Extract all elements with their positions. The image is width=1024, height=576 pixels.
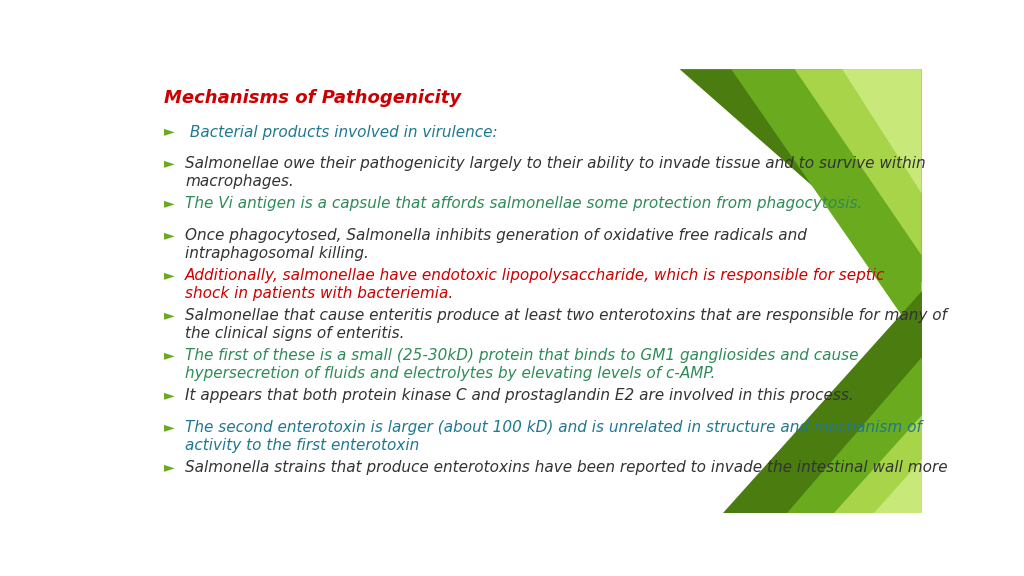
Polygon shape <box>842 69 922 194</box>
Polygon shape <box>731 69 922 344</box>
Polygon shape <box>723 291 922 513</box>
Polygon shape <box>835 415 922 513</box>
Text: Bacterial products involved in virulence:: Bacterial products involved in virulence… <box>185 124 498 139</box>
Text: ►: ► <box>164 420 174 434</box>
Text: Once phagocytosed, Salmonella inhibits generation of oxidative free radicals and: Once phagocytosed, Salmonella inhibits g… <box>185 228 807 262</box>
Text: ►: ► <box>164 157 174 170</box>
Text: ►: ► <box>164 348 174 362</box>
Text: The second enterotoxin is larger (about 100 kD) and is unrelated in structure an: The second enterotoxin is larger (about … <box>185 420 922 453</box>
Text: The Vi antigen is a capsule that affords salmonellae some protection from phagoc: The Vi antigen is a capsule that affords… <box>185 196 862 211</box>
Polygon shape <box>795 69 922 255</box>
Text: Salmonellae owe their pathogenicity largely to their ability to invade tissue an: Salmonellae owe their pathogenicity larg… <box>185 157 926 190</box>
Text: ►: ► <box>164 388 174 402</box>
Text: ►: ► <box>164 460 174 474</box>
Text: Salmonellae that cause enteritis produce at least two enterotoxins that are resp: Salmonellae that cause enteritis produce… <box>185 308 947 341</box>
Text: ►: ► <box>164 228 174 242</box>
Text: Salmonella strains that produce enterotoxins have been reported to invade the in: Salmonella strains that produce enteroto… <box>185 460 948 475</box>
Text: ►: ► <box>164 196 174 210</box>
Text: Mechanisms of Pathogenicity: Mechanisms of Pathogenicity <box>164 89 461 107</box>
Text: ►: ► <box>164 308 174 322</box>
Text: It appears that both protein kinase C and prostaglandin E2 are involved in this : It appears that both protein kinase C an… <box>185 388 854 403</box>
Text: The first of these is a small (25-30kD) protein that binds to GM1 gangliosides a: The first of these is a small (25-30kD) … <box>185 348 859 381</box>
Polygon shape <box>873 460 922 513</box>
Text: Additionally, salmonellae have endotoxic lipopolysaccharide, which is responsibl: Additionally, salmonellae have endotoxic… <box>185 268 886 301</box>
Polygon shape <box>680 69 922 282</box>
Text: ►: ► <box>164 124 174 139</box>
Text: ►: ► <box>164 268 174 282</box>
Polygon shape <box>786 357 922 513</box>
